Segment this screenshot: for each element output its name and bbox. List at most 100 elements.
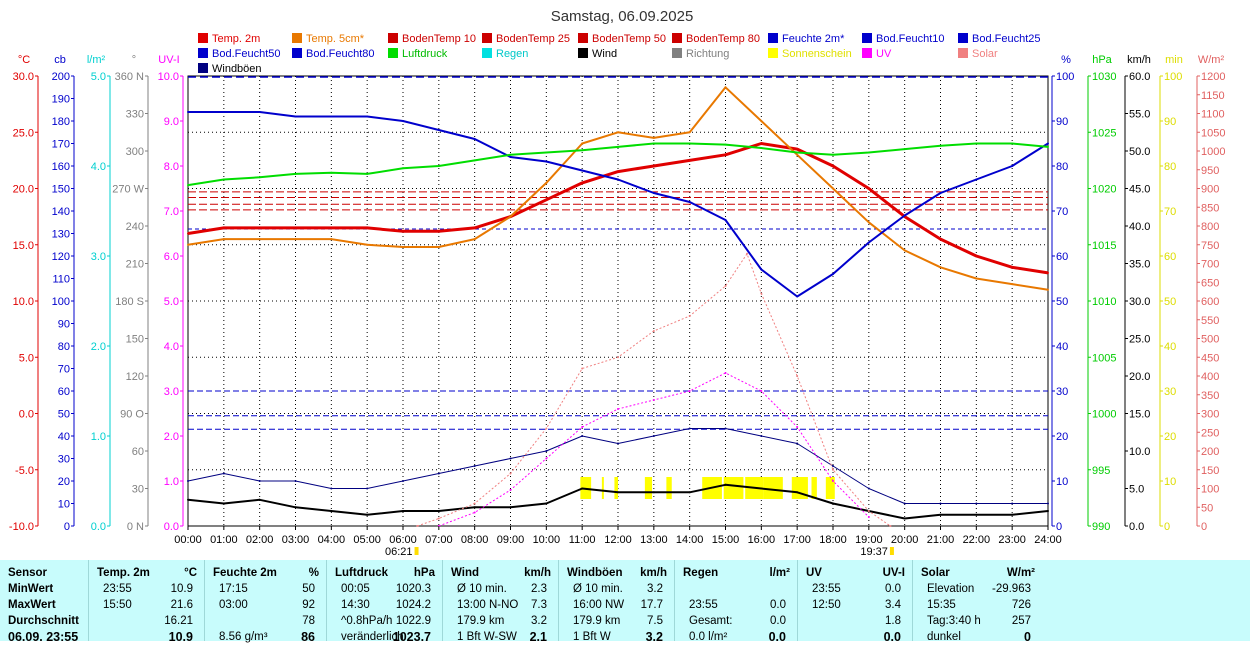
axis-tick-label-right: 0 [1056,521,1062,533]
axis-tick-label-right: 15.0 [1129,409,1150,421]
axis-tick-label-left: 40 [58,431,70,443]
axis-tick-label-right: 550 [1201,315,1219,327]
point-solar [746,252,748,255]
stats-value: 726 [1011,599,1031,611]
axis-tick-label-right: 20 [1056,431,1068,443]
stats-value: 0.0 [883,630,901,644]
stats-value: 0.0 [770,615,786,627]
x-tick-label: 20:00 [891,534,919,546]
axis-tick-label-right: 400 [1201,371,1219,383]
point-feuchte-2m [187,111,189,113]
point-solar [832,468,834,471]
axis-unit-left: ° [132,54,136,66]
axis-tick-label-right: 500 [1201,334,1219,346]
point-solar [796,375,799,377]
left-axes: °C 30.0 25.0 20.0 15.0 10.0 5.0 0.0 -5.0 -10.0 cb 2… [9,54,184,533]
axis-tick-label-left: 180 S [115,296,144,308]
stats-value: 10.9 [168,630,193,644]
stats-label: Ø 10 min. [457,583,507,595]
point-windb-en [545,450,548,452]
stats-label: Elevation [927,583,975,595]
axis-tick-label-right: 50.0 [1129,146,1150,158]
x-tick-label: 12:00 [604,534,632,546]
axis-tick-label-right: 40 [1056,341,1068,353]
stats-value: 16.21 [164,615,193,627]
stats-value: 7.5 [647,615,663,627]
point-feuchte-2m [832,273,834,275]
point-temp-2m [688,159,691,162]
x-tick-label: 21:00 [927,534,955,546]
axis-tick-label-left: 0.0 [91,521,106,533]
legend-label: Windböen [212,63,262,75]
x-tick-label: 18:00 [819,534,847,546]
axis-tick-label-right: 60.0 [1129,71,1150,83]
stats-unit: km/h [640,567,667,579]
stats-label: 0.0 l/m² [689,631,728,643]
point-windb-en [724,427,727,430]
point-wind [1011,513,1014,516]
axis-tick-label-left: 110 [52,274,70,286]
point-temp-2m [581,181,584,184]
legend-label: Bod.Feucht80 [306,48,375,60]
legend-label: BodenTemp 80 [686,33,760,45]
stats-label: Durchschnitt [8,615,79,627]
axis-tick-label-right: 1000 [1092,409,1116,421]
stats-label: 1 Bft W [573,631,611,643]
axis-tick-label-right: 1150 [1201,90,1225,102]
legend-swatch [482,33,492,43]
point-wind [545,502,548,505]
stats-unit: hPa [413,567,435,579]
legend-label: Solar [972,48,998,60]
stats-value: 1.8 [885,615,901,627]
stats-column: Regen l/m² 23:55 0.0 Gesamt: 0.0 0.0 l/m² 0.0 [674,560,798,644]
stats-value: 3.2 [647,583,663,595]
series-solar [417,253,891,527]
point-solar [416,525,419,527]
stats-label: 16:00 NW [573,599,625,611]
stats-label: ^0.8hPa/h [341,615,393,627]
stats-value: 1024.2 [395,599,431,611]
legend-swatch [958,33,968,43]
axis-tick-label-right: 55.0 [1129,109,1150,121]
point-temp-5cm [437,246,440,248]
stats-label: 12:50 [812,599,841,611]
axis-tick-label-right: 600 [1201,296,1219,308]
point-wind [939,513,942,516]
axis-tick-label-right: 30 [1056,386,1068,398]
axis-tick-label-left: 120 [52,251,70,263]
point-temp-2m [402,230,404,233]
point-solar [437,517,440,520]
axis-tick-label-left: 100 [52,296,70,308]
stats-column: Luftdruck hPa 00:05 1020.3 14:30 1024.2 ^0.8hP… [326,560,443,644]
point-solar [760,292,763,295]
point-wind [258,498,261,501]
axis-unit-left: UV-I [158,54,179,66]
sunshine-block [666,477,672,499]
weather-chart: Samstag, 06.09.2025 Temp. 2m Temp. 5cm* Bo… [9,8,1226,558]
axis-tick-label-right: 50 [1164,296,1176,308]
point-feuchte-2m [330,115,333,118]
legend-label: Bod.Feucht10 [876,33,945,45]
axis-tick-label-left: 6.0 [164,251,179,263]
stats-column: UV UV-I 23:55 0.0 12:50 3.4 1.8 0.0 [797,560,913,644]
axis-tick-label-left: 7.0 [164,206,179,218]
stats-header: Luftdruck [335,567,389,579]
point-wind [617,491,619,494]
axis-tick-label-right: 150 [1201,465,1219,477]
point-uv [832,480,834,482]
point-windb-en [187,480,189,482]
axis-tick-label-right: 350 [1201,390,1219,402]
axis-tick-label-right: 100 [1056,71,1074,83]
point-luftdruck [975,142,978,145]
axis-tick-label-right: 60 [1056,251,1068,263]
legend-swatch [198,63,208,73]
axis-tick-label-left: 1.0 [91,431,106,443]
point-temp-2m [330,226,333,229]
stats-label: veränderlich [341,631,404,643]
point-feuchte-2m [688,201,691,203]
point-windb-en [402,480,404,482]
axis-tick-label-left: 5.0 [164,296,179,308]
legend-label: Luftdruck [402,48,448,60]
right-axes: %1009080706050403020100hPa10301025102010… [1051,54,1225,533]
stats-unit: °C [184,567,197,579]
